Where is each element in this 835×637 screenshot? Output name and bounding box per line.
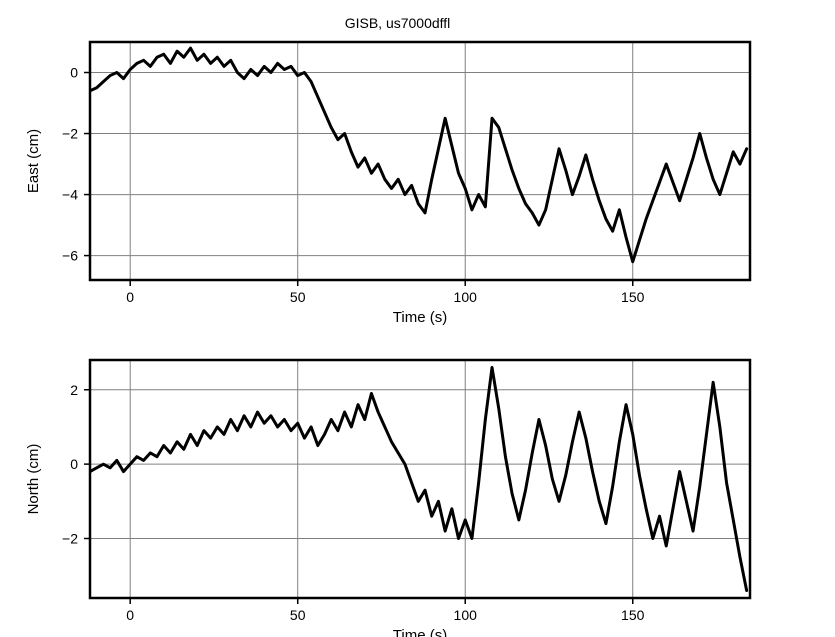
chart-svg: GISB, us7000dffl 0 50 100 150 −6 −4 −2 0 Time (s)… (0, 0, 835, 637)
north-ylabel: North (cm) (25, 444, 42, 515)
xtick-label: 100 (454, 607, 478, 623)
east-xlabel: Time (s) (393, 309, 447, 326)
ytick-label: 0 (70, 65, 78, 81)
figure-title: GISB, us7000dffl (345, 15, 451, 31)
xtick-label: 150 (621, 289, 645, 305)
north-xlabel: Time (s) (393, 627, 447, 637)
xtick-label: 50 (290, 289, 306, 305)
xtick-label: 100 (454, 289, 478, 305)
east-series-line (90, 48, 747, 262)
north-plot-frame (90, 360, 750, 598)
east-ylabel: East (cm) (25, 129, 42, 193)
east-plot-frame (90, 42, 750, 280)
ytick-label: −4 (62, 187, 78, 203)
ytick-label: 2 (70, 382, 78, 398)
ytick-label: −6 (62, 248, 78, 264)
figure-container: GISB, us7000dffl 0 50 100 150 −6 −4 −2 0 Time (s)… (0, 0, 835, 637)
xtick-label: 0 (126, 289, 134, 305)
xtick-label: 150 (621, 607, 645, 623)
ytick-label: −2 (62, 531, 78, 547)
north-series-line (90, 367, 747, 590)
xtick-label: 50 (290, 607, 306, 623)
ytick-label: 0 (70, 456, 78, 472)
ytick-label: −2 (62, 126, 78, 142)
xtick-label: 0 (126, 607, 134, 623)
